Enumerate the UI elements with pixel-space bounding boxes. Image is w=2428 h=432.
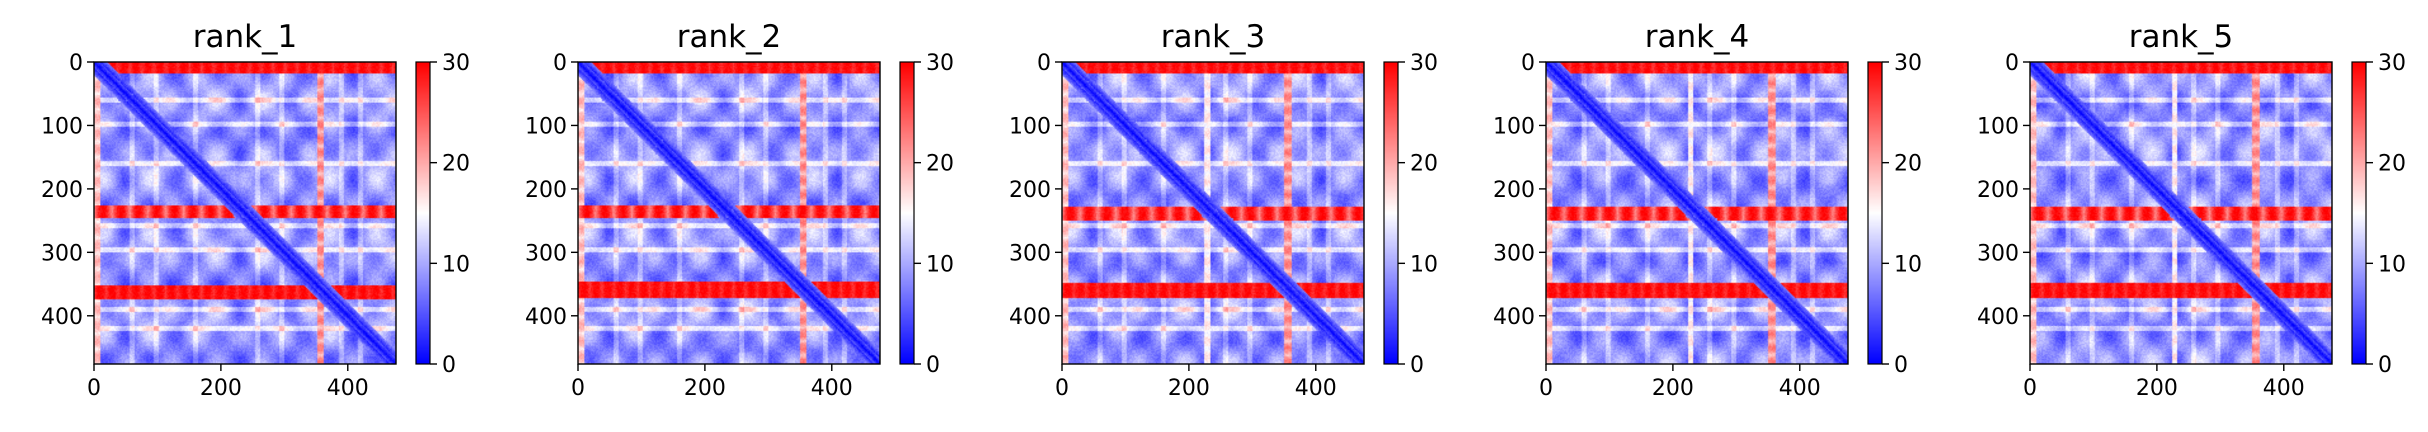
y-tick-label: 100: [1977, 114, 2019, 139]
heatmap-cells: [1062, 62, 1364, 364]
y-tick-label: 200: [41, 178, 83, 203]
colorbar-tick-label: 10: [926, 252, 954, 277]
y-tick-label: 400: [41, 305, 83, 330]
y-tick-label: 0: [2005, 51, 2019, 76]
colorbar-tick-label: 30: [1894, 51, 1922, 76]
panel-title: rank_1: [193, 19, 298, 55]
y-tick-label: 100: [41, 114, 83, 139]
panel-title: rank_4: [1645, 19, 1750, 55]
colorbar-tick-label: 0: [2378, 353, 2392, 378]
heatmap-cells: [1546, 62, 1848, 364]
heatmap-panel-5: rank_5 0 100 200 300 400 0 200 400 0 10 20 30: [1977, 19, 2406, 401]
colorbar-tick-label: 30: [926, 51, 954, 76]
colorbar: 0 10 20 30: [1867, 51, 1922, 378]
x-tick-label: 400: [2263, 376, 2305, 401]
y-tick-label: 300: [1009, 241, 1051, 266]
y-tick-label: 200: [1977, 178, 2019, 203]
axes-frame: [1545, 61, 1849, 365]
y-tick-label: 0: [1037, 51, 1051, 76]
colorbar-tick-label: 30: [442, 51, 470, 76]
axes-frame: [1061, 61, 1365, 365]
colorbar-frame: [1867, 61, 1883, 365]
colorbar-tick-label: 10: [1894, 252, 1922, 277]
colorbar-frame: [899, 61, 915, 365]
x-tick-label: 0: [1055, 376, 1069, 401]
panel-title: rank_2: [677, 19, 782, 55]
colorbar-tick-label: 10: [1410, 252, 1438, 277]
x-tick-label: 200: [200, 376, 242, 401]
x-tick-label: 0: [1539, 376, 1553, 401]
y-tick-label: 400: [1493, 305, 1535, 330]
y-tick-label: 0: [1521, 51, 1535, 76]
y-tick-label: 0: [553, 51, 567, 76]
heatmap-cells: [2030, 62, 2332, 364]
colorbar-gradient: [900, 62, 914, 364]
x-tick-label: 200: [1652, 376, 1694, 401]
colorbar-gradient: [2352, 62, 2366, 364]
x-tick-label: 400: [1295, 376, 1337, 401]
x-tick-label: 200: [2136, 376, 2178, 401]
colorbar-frame: [415, 61, 431, 365]
x-tick-label: 0: [571, 376, 585, 401]
colorbar: 0 10 20 30: [1383, 51, 1438, 378]
colorbar-tick-label: 20: [1894, 152, 1922, 177]
axes-frame: [577, 61, 881, 365]
y-tick-label: 100: [1493, 114, 1535, 139]
colorbar-tick-label: 20: [926, 152, 954, 177]
y-tick-label: 200: [1009, 178, 1051, 203]
axes-frame: [93, 61, 397, 365]
y-tick-label: 200: [525, 178, 567, 203]
colorbar-tick-label: 20: [442, 152, 470, 177]
colorbar-gradient: [1384, 62, 1398, 364]
x-tick-label: 400: [1779, 376, 1821, 401]
y-tick-label: 400: [1977, 305, 2019, 330]
heatmap-panel-4: rank_4 0 100 200 300 400 0 200 400 0 10 20 30: [1493, 19, 1922, 401]
colorbar-gradient: [416, 62, 430, 364]
colorbar: 0 10 20 30: [415, 51, 470, 378]
y-tick-label: 400: [525, 305, 567, 330]
heatmap-panel-2: rank_2 0 100 200 300 400 0 200 400 0 10 20 30: [525, 19, 954, 401]
colorbar-frame: [2351, 61, 2367, 365]
panel-title: rank_3: [1161, 19, 1266, 55]
colorbar-tick-label: 30: [1410, 51, 1438, 76]
y-tick-label: 200: [1493, 178, 1535, 203]
colorbar-tick-label: 20: [2378, 152, 2406, 177]
panel-title: rank_5: [2129, 19, 2234, 55]
colorbar-tick-label: 0: [926, 353, 940, 378]
colorbar-tick-label: 0: [442, 353, 456, 378]
x-tick-label: 0: [87, 376, 101, 401]
colorbar-tick-label: 10: [442, 252, 470, 277]
y-tick-label: 0: [69, 51, 83, 76]
x-tick-label: 0: [2023, 376, 2037, 401]
colorbar-tick-label: 30: [2378, 51, 2406, 76]
y-tick-label: 300: [525, 241, 567, 266]
colorbar-tick-label: 20: [1410, 152, 1438, 177]
colorbar-frame: [1383, 61, 1399, 365]
x-tick-label: 400: [327, 376, 369, 401]
heatmap-panel-3: rank_3 0 100 200 300 400 0 200 400 0 10 20 30: [1009, 19, 1438, 401]
y-tick-label: 100: [525, 114, 567, 139]
y-tick-label: 300: [1977, 241, 2019, 266]
colorbar-tick-label: 0: [1410, 353, 1424, 378]
y-tick-label: 300: [1493, 241, 1535, 266]
heatmap-cells: [578, 62, 880, 364]
colorbar-gradient: [1868, 62, 1882, 364]
heatmap-cells: [94, 62, 396, 364]
colorbar-tick-label: 0: [1894, 353, 1908, 378]
y-tick-label: 300: [41, 241, 83, 266]
heatmap-panel-1: rank_1 0 100 200 300 400 0 200 400 0 10 20 30: [41, 19, 470, 401]
x-tick-label: 200: [684, 376, 726, 401]
colorbar-tick-label: 10: [2378, 252, 2406, 277]
colorbar: 0 10 20 30: [2351, 51, 2406, 378]
colorbar: 0 10 20 30: [899, 51, 954, 378]
x-tick-label: 200: [1168, 376, 1210, 401]
axes-frame: [2029, 61, 2333, 365]
x-tick-label: 400: [811, 376, 853, 401]
y-tick-label: 100: [1009, 114, 1051, 139]
y-tick-label: 400: [1009, 305, 1051, 330]
